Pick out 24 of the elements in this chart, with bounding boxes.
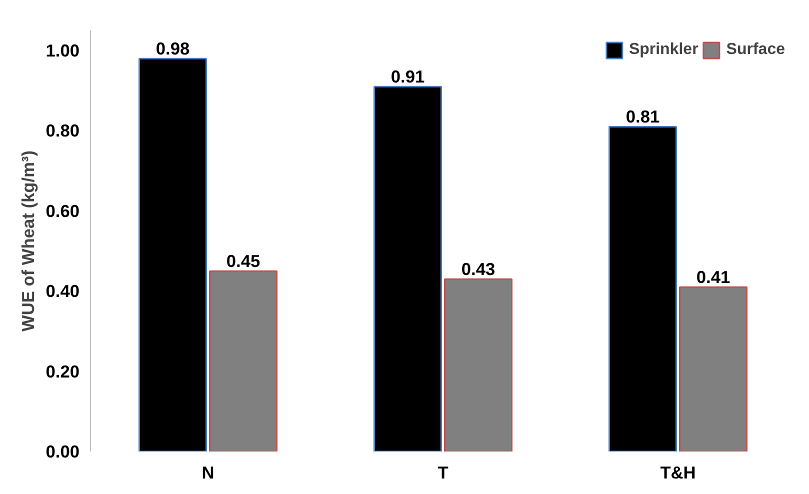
y-tick-label: 1.00 bbox=[46, 40, 80, 61]
data-label: 0.81 bbox=[626, 106, 660, 127]
y-tick-label: 0.80 bbox=[46, 120, 80, 141]
data-label: 0.43 bbox=[461, 259, 496, 280]
y-tick-label: 0.20 bbox=[46, 361, 80, 382]
legend-label: Sprinkler bbox=[628, 41, 698, 59]
bar bbox=[679, 286, 748, 452]
y-tick-label: 0.40 bbox=[46, 281, 80, 302]
bar bbox=[444, 278, 512, 452]
x-tick-label: T bbox=[438, 462, 449, 482]
data-label: 0.41 bbox=[696, 267, 730, 288]
bar bbox=[608, 126, 677, 452]
x-tick-label: N bbox=[202, 462, 214, 482]
bar bbox=[138, 58, 207, 452]
bar bbox=[374, 86, 442, 452]
x-tick-label: T&H bbox=[660, 462, 696, 482]
y-tick-label: 0.00 bbox=[46, 442, 80, 462]
y-axis-title: WUE of Wheat (kg/m³) bbox=[18, 150, 38, 332]
data-label: 0.45 bbox=[226, 251, 260, 272]
y-tick-label: 0.60 bbox=[46, 200, 80, 221]
bar bbox=[209, 270, 278, 452]
legend-label: Surface bbox=[726, 41, 785, 59]
data-label: 0.91 bbox=[390, 66, 425, 87]
data-label: 0.98 bbox=[156, 38, 190, 59]
